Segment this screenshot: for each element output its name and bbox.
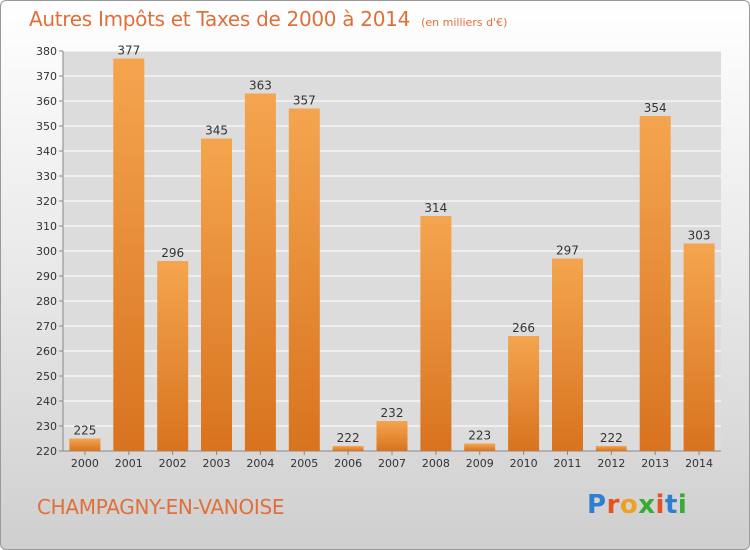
data-label-2004: 363 bbox=[249, 79, 272, 93]
y-tick-label: 310 bbox=[36, 220, 57, 233]
y-tick-label: 250 bbox=[36, 370, 57, 383]
bar-2001 bbox=[113, 58, 145, 451]
y-tick-label: 290 bbox=[36, 270, 57, 283]
y-tick-label: 340 bbox=[36, 145, 57, 158]
data-label-2012: 222 bbox=[600, 431, 623, 445]
y-tick-label: 370 bbox=[36, 70, 57, 83]
data-label-2008: 314 bbox=[424, 201, 447, 215]
logo-letter: i bbox=[677, 490, 688, 520]
x-tick-label-2013: 2013 bbox=[641, 457, 669, 470]
bar-2013 bbox=[639, 116, 671, 451]
logo-letter: o bbox=[619, 490, 639, 520]
logo-letter: t bbox=[664, 490, 678, 520]
x-tick-label-2011: 2011 bbox=[553, 457, 581, 470]
bar-2012 bbox=[595, 446, 627, 451]
chart-title: Autres Impôts et Taxes de 2000 à 2014 bbox=[29, 7, 410, 31]
y-tick-label: 220 bbox=[36, 445, 57, 458]
logo-letter: i bbox=[655, 490, 665, 520]
data-label-2000: 225 bbox=[73, 424, 96, 438]
y-tick-label: 270 bbox=[36, 320, 57, 333]
data-label-2013: 354 bbox=[644, 101, 667, 115]
y-tick-label: 230 bbox=[36, 420, 57, 433]
y-tick-label: 360 bbox=[36, 95, 57, 108]
data-label-2005: 357 bbox=[293, 94, 316, 108]
logo-letter: r bbox=[606, 490, 620, 520]
data-label-2011: 297 bbox=[556, 244, 579, 258]
bar-2007 bbox=[376, 421, 408, 451]
chart-unit: (en milliers d'€) bbox=[421, 16, 508, 29]
logo-letter: P bbox=[587, 490, 607, 520]
chart-title-block: Autres Impôts et Taxes de 2000 à 2014 (e… bbox=[29, 7, 507, 31]
bar-2004 bbox=[244, 93, 276, 451]
bar-2005 bbox=[288, 108, 320, 451]
y-tick-label: 320 bbox=[36, 195, 57, 208]
bar-2011 bbox=[552, 258, 583, 451]
y-tick-label: 280 bbox=[36, 295, 57, 308]
data-label-2014: 303 bbox=[688, 229, 711, 243]
x-tick-label-2007: 2007 bbox=[378, 457, 406, 470]
bar-2008 bbox=[420, 216, 452, 451]
y-tick-label: 350 bbox=[36, 120, 57, 133]
place-name: CHAMPAGNY-EN-VANOISE bbox=[37, 495, 285, 519]
x-tick-label-2006: 2006 bbox=[334, 457, 362, 470]
x-tick-label-2003: 2003 bbox=[203, 457, 231, 470]
data-label-2006: 222 bbox=[337, 431, 360, 445]
x-tick-label-2010: 2010 bbox=[510, 457, 538, 470]
y-tick-label: 330 bbox=[36, 170, 57, 183]
bar-2002 bbox=[157, 261, 189, 451]
logo-letter: x bbox=[638, 490, 656, 520]
data-label-2003: 345 bbox=[205, 124, 228, 138]
bar-2000 bbox=[69, 438, 101, 451]
data-label-2007: 232 bbox=[381, 406, 404, 420]
x-tick-label-2014: 2014 bbox=[685, 457, 713, 470]
data-label-2010: 266 bbox=[512, 321, 535, 335]
proxiti-logo: Proxiti bbox=[587, 490, 687, 520]
y-tick-label: 300 bbox=[36, 245, 57, 258]
y-tick-label: 260 bbox=[36, 345, 57, 358]
x-tick-label-2012: 2012 bbox=[597, 457, 625, 470]
x-tick-label-2004: 2004 bbox=[246, 457, 274, 470]
bar-2014 bbox=[683, 243, 715, 451]
x-tick-label-2005: 2005 bbox=[290, 457, 318, 470]
y-tick-label: 240 bbox=[36, 395, 57, 408]
bar-2006 bbox=[332, 446, 364, 451]
bar-2009 bbox=[464, 443, 496, 451]
x-tick-label-2001: 2001 bbox=[115, 457, 143, 470]
y-tick-label: 380 bbox=[36, 45, 57, 58]
x-tick-label-2008: 2008 bbox=[422, 457, 450, 470]
x-tick-label-2009: 2009 bbox=[466, 457, 494, 470]
data-label-2001: 377 bbox=[117, 44, 140, 58]
bar-2010 bbox=[508, 336, 540, 451]
x-tick-label-2002: 2002 bbox=[159, 457, 187, 470]
bar-2003 bbox=[201, 138, 232, 451]
data-label-2009: 223 bbox=[468, 429, 491, 443]
x-tick-label-2000: 2000 bbox=[71, 457, 99, 470]
data-label-2002: 296 bbox=[161, 246, 184, 260]
